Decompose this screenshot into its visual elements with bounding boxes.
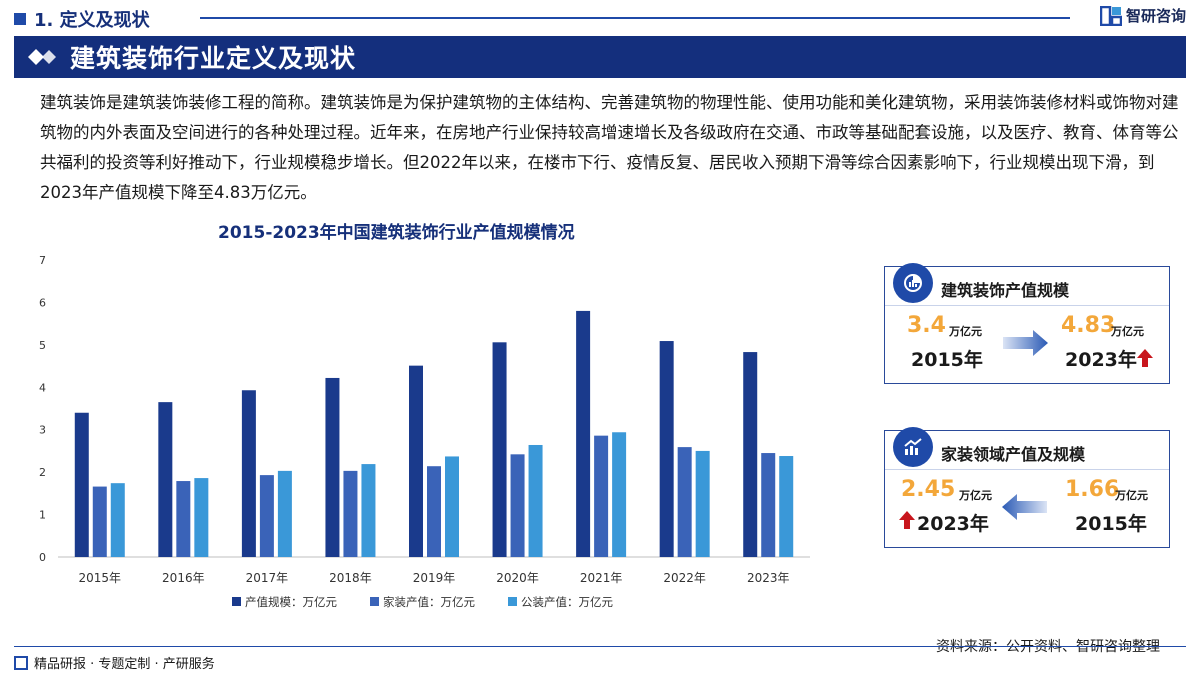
- bar: [492, 342, 507, 557]
- right-year: 2023年: [1065, 349, 1137, 371]
- card-divider: [885, 305, 1169, 306]
- y-tick-label: 6: [39, 296, 46, 309]
- bar: [779, 456, 794, 557]
- section-label: 1. 定义及现状: [14, 6, 150, 32]
- arrow-left-icon: [1002, 494, 1047, 520]
- bar: [277, 470, 292, 557]
- intro-paragraph: 建筑装饰是建筑装饰装修工程的简称。建筑装饰是为保护建筑物的主体结构、完善建筑物的…: [40, 93, 1179, 202]
- y-tick-label: 0: [39, 551, 46, 564]
- bar: [761, 453, 776, 557]
- x-tick-label: 2017年: [246, 571, 289, 585]
- bar: [510, 454, 525, 557]
- bar: [259, 475, 274, 557]
- chart-title: 2015-2023年中国建筑装饰行业产值规模情况: [218, 223, 575, 243]
- bar: [194, 478, 209, 557]
- left-unit: 万亿元: [949, 325, 982, 338]
- brand: 智研咨询: [1099, 5, 1186, 26]
- section-label-text: 1. 定义及现状: [34, 10, 150, 31]
- bar: [695, 450, 710, 557]
- pie-chart-icon: [893, 263, 933, 303]
- card-header: 建筑装饰产值规模: [885, 263, 1169, 305]
- legend-label: 产值规模：万亿元: [245, 595, 337, 609]
- bar: [325, 377, 340, 557]
- right-value: 1.66: [1065, 477, 1120, 502]
- bottom-divider: [14, 646, 1186, 647]
- y-tick-label: 1: [39, 509, 46, 522]
- x-tick-label: 2020年: [496, 571, 539, 585]
- banner-diamonds-icon: [28, 48, 58, 66]
- bar: [612, 432, 627, 557]
- banner-title: 建筑装饰行业定义及现状: [70, 44, 357, 73]
- y-tick-label: 7: [39, 254, 46, 267]
- top-divider: [200, 17, 1070, 19]
- legend-swatch: [370, 597, 379, 606]
- bar: [576, 310, 591, 557]
- top-bar: 1. 定义及现状 智研咨询: [0, 0, 1200, 34]
- bar: [343, 470, 358, 557]
- bar: [743, 352, 758, 557]
- card-header: 家装领域产值及规模: [885, 427, 1169, 469]
- x-tick-label: 2023年: [747, 571, 790, 585]
- source-note: 资料来源：公开资料、智研咨询整理: [936, 639, 1160, 655]
- bar: [74, 412, 89, 557]
- left-value: 3.4: [907, 313, 946, 338]
- right-year: 2015年: [1075, 513, 1147, 535]
- bar: [677, 447, 692, 557]
- bar: [241, 390, 256, 557]
- bar: [445, 456, 459, 557]
- bar: [528, 444, 543, 557]
- bar: [427, 466, 441, 557]
- brand-name: 智研咨询: [1125, 7, 1186, 25]
- x-tick-label: 2016年: [162, 571, 205, 585]
- y-tick-label: 2: [39, 466, 46, 479]
- title-banner: 建筑装饰行业定义及现状: [14, 36, 1186, 78]
- bar: [594, 435, 609, 557]
- card-title: 家装领域产值及规模: [941, 445, 1086, 464]
- bar-chart: 0 1 2 3 4 5 6 7 2015年 2016年 2017年 2018年 2019年 2020年 20…: [39, 254, 810, 609]
- bar: [361, 464, 376, 557]
- footer-tagline: 精品研报 · 专题定制 · 产研服务: [14, 653, 215, 672]
- right-unit: 万亿元: [1115, 489, 1148, 502]
- up-arrow-icon: [1137, 349, 1153, 367]
- footer-tagline-text: 精品研报 · 专题定制 · 产研服务: [34, 657, 215, 672]
- x-tick-label: 2022年: [663, 571, 706, 585]
- bar: [659, 341, 674, 557]
- arrow-right-icon: [1003, 330, 1048, 356]
- card-industry-output: 建筑装饰产值规模 3.4 万亿元 2015年 4.83 万亿元 2023年: [884, 263, 1170, 384]
- trend-chart-icon: [893, 427, 933, 467]
- bar: [176, 481, 191, 557]
- x-tick-label: 2019年: [413, 571, 456, 585]
- x-tick-label: 2021年: [580, 571, 623, 585]
- legend-swatch: [232, 597, 241, 606]
- card-home-decoration: 家装领域产值及规模 2.45 万亿元 2023年 1.66 万亿元 2015年: [884, 427, 1170, 548]
- bar: [110, 483, 125, 557]
- footer-logo-icon: [14, 655, 28, 670]
- bar: [409, 365, 423, 557]
- section-square-icon: [14, 13, 26, 25]
- right-value: 4.83: [1061, 313, 1116, 338]
- y-tick-label: 5: [39, 339, 46, 352]
- card-title: 建筑装饰产值规模: [941, 281, 1070, 300]
- up-arrow-icon: [899, 511, 915, 529]
- legend-label: 家装产值：万亿元: [383, 595, 475, 609]
- card-divider: [885, 469, 1169, 470]
- bar: [158, 402, 173, 557]
- y-tick-label: 3: [39, 424, 46, 437]
- legend-label: 公装产值：万亿元: [521, 595, 613, 609]
- left-year: 2023年: [917, 513, 989, 535]
- y-tick-label: 4: [39, 381, 46, 394]
- legend-swatch: [508, 597, 517, 606]
- right-unit: 万亿元: [1111, 325, 1144, 338]
- left-year: 2015年: [911, 349, 983, 371]
- left-unit: 万亿元: [959, 489, 992, 502]
- bar: [92, 486, 107, 557]
- left-value: 2.45: [901, 477, 956, 502]
- x-tick-label: 2018年: [329, 571, 372, 585]
- brand-logo-icon: [1099, 5, 1122, 26]
- x-tick-label: 2015年: [79, 571, 122, 585]
